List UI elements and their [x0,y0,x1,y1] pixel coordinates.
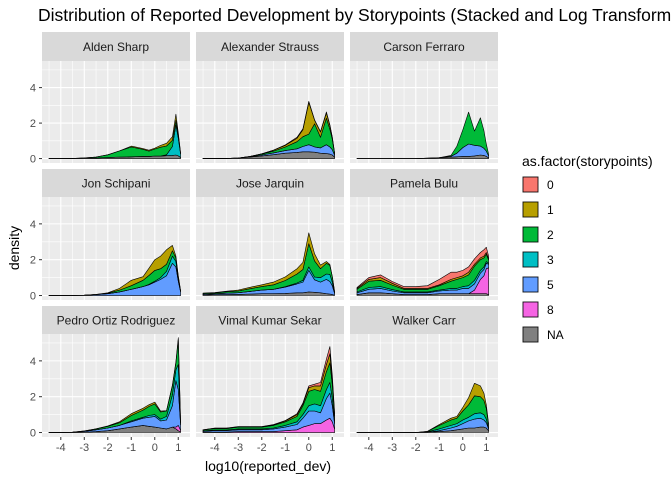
legend-item: 0 [522,176,554,193]
legend-label: 0 [547,178,554,192]
y-tick-label: 2 [30,392,36,404]
facet-panel: Vimal Kumar Sekar -4 -3 -2 -1 0 1 [196,306,344,454]
y-tick-label: 0 [30,154,36,166]
legend-item: 5 [522,276,554,293]
x-tick-label: -4 [210,442,220,454]
y-tick-label: 0 [30,291,36,303]
facet-strip-label: Walker Carr [392,314,456,328]
legend-item: 1 [522,201,554,218]
chart-title: Distribution of Reported Development by … [38,5,672,25]
y-tick-label: 2 [30,118,36,130]
x-tick-label: -2 [257,442,267,454]
x-tick-label: -3 [233,442,243,454]
facet-panel: Jon Schipani 0 2 4 [30,169,190,303]
x-tick-label: -3 [79,442,89,454]
facet-strip-label: Alden Sharp [83,40,149,54]
y-axis-label: density [6,226,22,270]
facet-panel: Alexander Strauss [196,32,344,163]
legend-key [523,327,538,342]
facet-panel: Pamela Bulu [350,169,498,300]
y-tick-label: 4 [30,83,36,95]
x-tick-label: -2 [103,442,113,454]
facet-strip-label: Carson Ferraro [383,40,465,54]
y-tick-label: 0 [30,428,36,440]
legend-key [523,202,538,217]
legend: as.factor(storypoints) 0 1 2 3 5 8 NA [522,153,653,343]
legend-key [523,177,538,192]
legend-key [523,227,538,242]
legend-key [523,302,538,317]
x-tick-label: -1 [280,442,290,454]
y-tick-label: 2 [30,255,36,267]
x-tick-label: 0 [460,442,466,454]
legend-key [523,277,538,292]
legend-item: 2 [522,226,554,243]
facet-strip-label: Jose Jarquin [236,177,304,191]
legend-label: 5 [547,278,554,292]
x-tick-label: -2 [411,442,421,454]
legend-item: 3 [522,251,554,268]
x-tick-label: 1 [175,442,181,454]
x-tick-label: -1 [434,442,444,454]
y-tick-label: 4 [30,219,36,231]
y-tick-label: 4 [30,356,36,368]
facet-strip-label: Pamela Bulu [390,177,458,191]
facet-panel: Carson Ferraro [350,32,498,163]
facet-strip-label: Vimal Kumar Sekar [218,314,321,328]
legend-label: 1 [547,203,554,217]
facet-panel: Walker Carr -4 -3 -2 -1 0 1 [350,306,498,454]
x-tick-label: -1 [126,442,136,454]
x-axis-label: log10(reported_dev) [205,458,331,474]
facet-strip-label: Alexander Strauss [221,40,319,54]
legend-label: 2 [547,228,554,242]
legend-label: NA [547,328,564,342]
facet-strip-label: Jon Schipani [82,177,151,191]
legend-item: NA [522,326,564,343]
x-tick-label: -4 [56,442,66,454]
x-tick-label: 1 [329,442,335,454]
legend-label: 8 [547,303,554,317]
legend-item: 8 [522,301,554,318]
legend-title: as.factor(storypoints) [522,153,653,169]
facet-panel: Jose Jarquin [196,169,344,300]
facet-panels: Alden Sharp 0 2 4 Alexander Strauss Carson Fe… [30,32,498,454]
legend-key [523,252,538,267]
x-tick-label: 1 [483,442,489,454]
facet-panel: Alden Sharp 0 2 4 [30,32,190,166]
facet-strip-label: Pedro Ortiz Rodriguez [57,314,176,328]
x-tick-label: 0 [306,442,312,454]
legend-label: 3 [547,253,554,267]
x-tick-label: -4 [364,442,374,454]
x-tick-label: -3 [387,442,397,454]
facet-panel: Pedro Ortiz Rodriguez 0 2 4 -4 -3 -2 -1 0 1 [30,306,190,454]
x-tick-label: 0 [152,442,158,454]
